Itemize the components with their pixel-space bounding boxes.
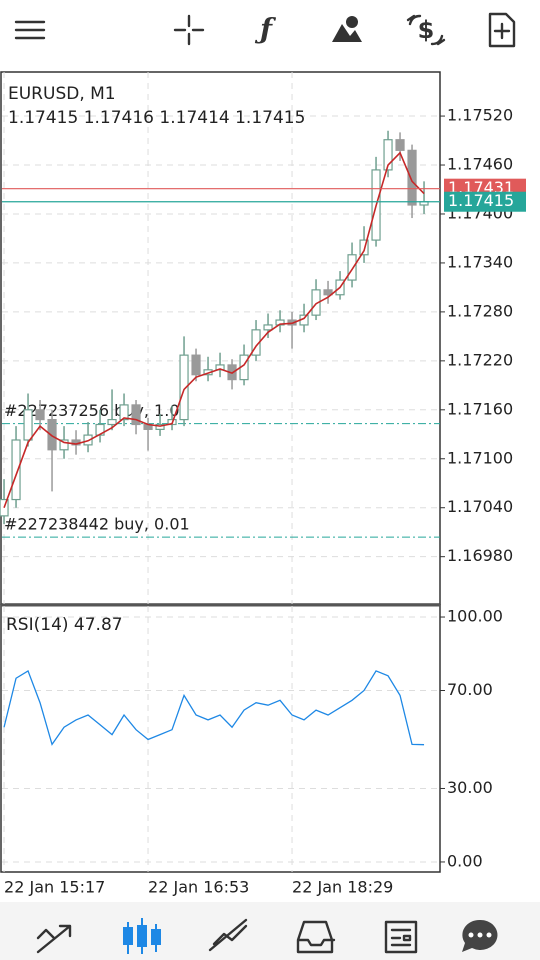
new-order-button[interactable] [488, 12, 516, 48]
candle-body [407, 149, 417, 206]
candle-body [35, 409, 45, 421]
nav-bar [0, 902, 540, 960]
svg-text:ƒ: ƒ [254, 13, 277, 46]
y-tick-label: 1.16980 [447, 546, 513, 565]
rsi-title: RSI(14) 47.87 [6, 615, 123, 635]
y-tick-label: 1.17340 [447, 252, 513, 271]
bid-label: 1.17415 [448, 191, 514, 210]
y-tick-label: 1.17160 [447, 399, 513, 418]
candle-body [23, 409, 33, 441]
x-tick-label: 22 Jan 15:17 [4, 878, 105, 897]
y-tick-label: 100.00 [447, 607, 503, 626]
y-tick-label: 1.17100 [447, 448, 513, 467]
y-tick-label: 30.00 [447, 778, 493, 797]
x-tick-label: 22 Jan 16:53 [148, 878, 249, 897]
symbol-title: EURUSD, M1 [8, 84, 116, 104]
y-tick-label: 1.17280 [447, 301, 513, 320]
candle-body [311, 289, 321, 316]
candle-body [323, 289, 333, 296]
y-tick-label: 0.00 [447, 851, 483, 870]
candle-body [11, 439, 21, 501]
candle-body [191, 354, 201, 376]
rsi-line [3, 669, 425, 746]
y-tick-label: 1.17040 [447, 497, 513, 516]
y-tick-label: 1.17520 [447, 106, 513, 125]
candle-body [347, 254, 357, 281]
candle-body [119, 404, 129, 421]
top-toolbar: ƒ $ [14, 12, 516, 48]
trade-button[interactable]: $ [406, 14, 446, 46]
chart-tab[interactable] [123, 918, 161, 954]
candle-body [107, 418, 117, 426]
messages-tab[interactable] [462, 919, 498, 952]
y-tick-label: 70.00 [447, 680, 493, 699]
candle-body [47, 418, 57, 451]
candle-body [359, 239, 369, 256]
history-tab[interactable] [296, 920, 336, 954]
candle-body [395, 139, 405, 151]
main-chart: 1.175201.174601.174001.173401.172801.172… [0, 72, 526, 604]
rsi-pane-border [0, 604, 441, 873]
moving-average [3, 151, 425, 508]
menu-button[interactable] [14, 20, 46, 40]
bottom-nav [0, 902, 540, 960]
quotes-tab[interactable] [36, 924, 72, 954]
objects-button[interactable] [332, 16, 362, 42]
rsi-chart: 100.00 70.00 30.00 0.00 22 Jan 15:17 22 Jan 1… [2, 606, 503, 897]
candle-body [179, 354, 189, 421]
news-tab[interactable] [384, 920, 418, 954]
candle-body [155, 423, 165, 430]
bid-badge [444, 191, 526, 212]
y-tick-label: 1.17460 [447, 155, 513, 174]
x-tick-label: 22 Jan 18:29 [292, 878, 393, 897]
order-label: #227238442 buy, 0.01 [4, 515, 190, 534]
trade-tab[interactable] [208, 918, 248, 952]
candle-body [263, 324, 273, 331]
candle-body [59, 439, 69, 451]
candle-body [131, 404, 141, 426]
crosshair-button[interactable] [173, 14, 205, 46]
order-label: #227237256 buy, 1.01 [4, 401, 190, 420]
indicators-button[interactable]: ƒ [254, 13, 277, 46]
ohlc-readout: 1.17415 1.17416 1.17414 1.17415 [8, 108, 305, 128]
svg-text:$: $ [418, 16, 435, 44]
candle-body [383, 139, 393, 171]
y-tick-label: 1.17220 [447, 350, 513, 369]
